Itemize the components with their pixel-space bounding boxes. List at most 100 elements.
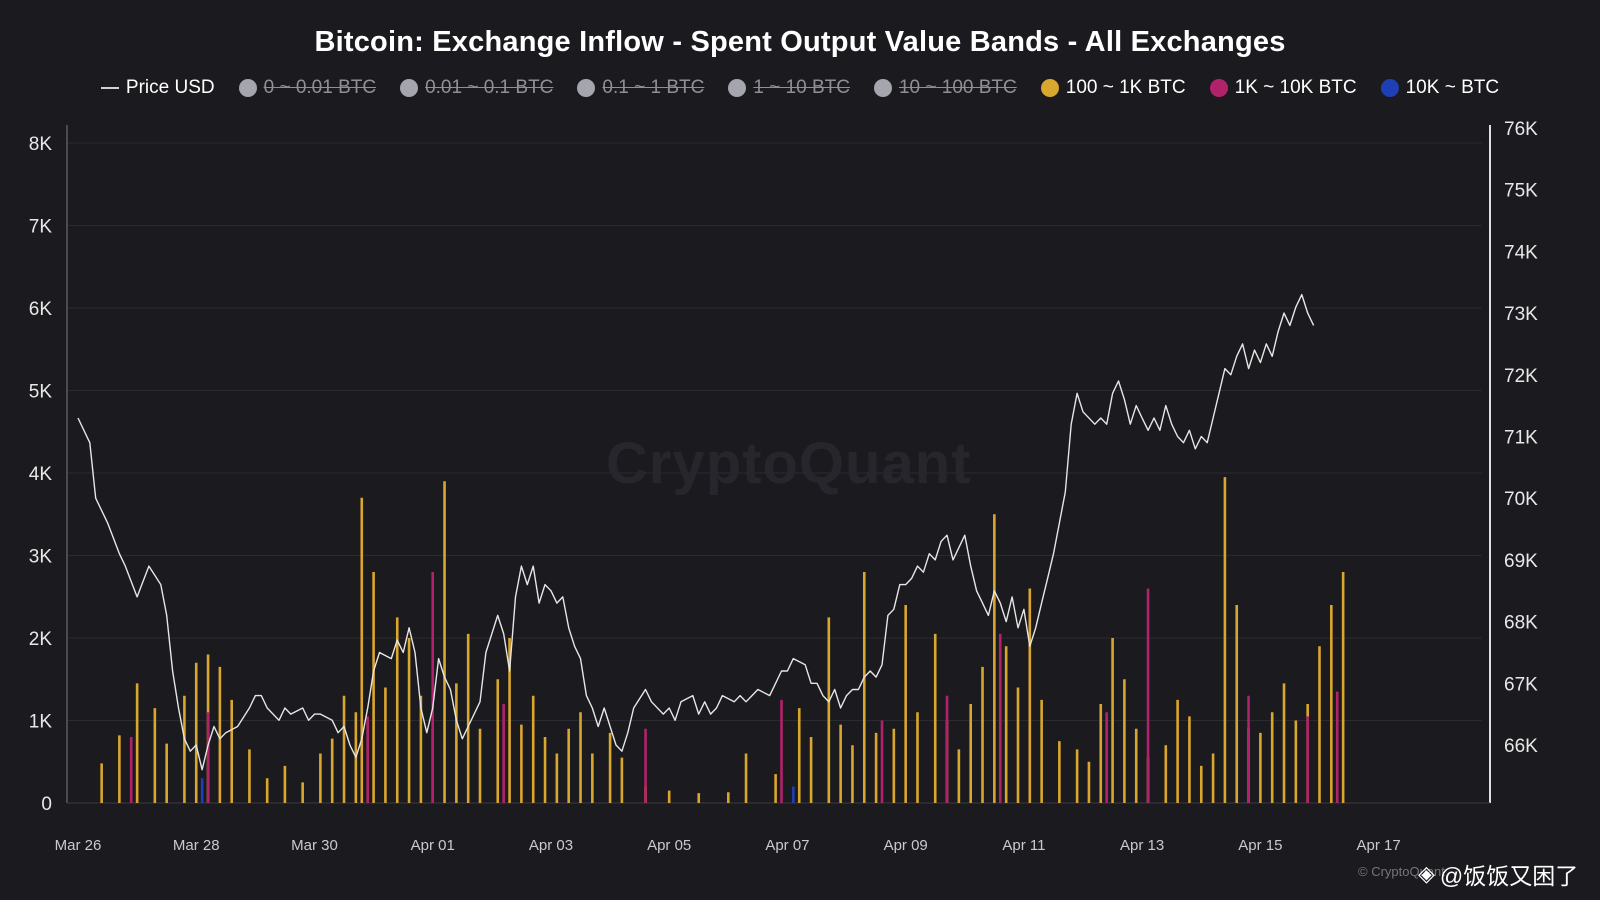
- bar-100-1k-btc: [1188, 716, 1191, 803]
- bar-100-1k-btc: [372, 572, 375, 803]
- bar-100-1k-btc: [608, 732, 612, 803]
- bar-100-1k-btc: [993, 514, 996, 803]
- y-left-tick-label: 3K: [29, 547, 53, 568]
- bar-100-1k-btc: [1211, 753, 1215, 803]
- bar-100-1k-btc: [283, 765, 287, 803]
- y-left-tick-label: 0: [41, 794, 52, 815]
- bar-100-1k-btc: [183, 695, 186, 803]
- bar-10k-btc: [200, 778, 204, 803]
- bar-100-1k-btc: [874, 732, 878, 803]
- bar-100-1k-btc: [100, 763, 103, 803]
- legend-dot-icon: [577, 79, 596, 97]
- bar-100-1k-btc: [1259, 732, 1262, 803]
- y-left-tick-label: 5K: [29, 382, 53, 403]
- bar-1k-10k-btc: [644, 728, 647, 803]
- y-right-tick-label: 66K: [1504, 736, 1538, 757]
- x-tick-label: Mar 30: [291, 837, 338, 854]
- legend-item-1[interactable]: 0 ~ 0.01 BTC: [238, 77, 376, 99]
- legend-dot-icon: [1040, 79, 1059, 97]
- bar-100-1k-btc: [697, 793, 701, 803]
- legend-label: 0.01 ~ 0.1 BTC: [425, 77, 554, 98]
- bar-100-1k-btc: [1028, 588, 1032, 803]
- bar-100-1k-btc: [933, 633, 937, 803]
- legend-label: 0.1 ~ 1 BTC: [602, 77, 705, 98]
- legend-dot-icon: [238, 79, 257, 97]
- bar-100-1k-btc: [419, 695, 423, 803]
- bar-100-1k-btc: [1016, 687, 1020, 803]
- chart-legend: Price USD 0 ~ 0.01 BTC 0.01 ~ 0.1 BTC 0.1 ~…: [0, 77, 1600, 99]
- bar-100-1k-btc: [1058, 741, 1061, 803]
- chart-title: Bitcoin: Exchange Inflow - Spent Output …: [314, 26, 1286, 58]
- bar-1k-10k-btc: [1146, 588, 1150, 803]
- bar-100-1k-btc: [916, 712, 919, 803]
- bar-100-1k-btc: [230, 699, 234, 803]
- x-tick-label: Apr 13: [1120, 837, 1164, 854]
- bar-100-1k-btc: [957, 749, 961, 803]
- y-right-tick-label: 76K: [1504, 119, 1538, 140]
- bar-100-1k-btc: [384, 687, 387, 803]
- bar-100-1k-btc: [342, 695, 346, 803]
- bar-100-1k-btc: [455, 683, 458, 803]
- legend-item-4[interactable]: 1 ~ 10 BTC: [728, 77, 850, 99]
- bar-100-1k-btc: [360, 497, 364, 803]
- legend-item-0[interactable]: Price USD: [100, 77, 215, 99]
- bar-100-1k-btc: [1176, 699, 1179, 803]
- y-right-tick-label: 67K: [1504, 674, 1538, 695]
- bar-100-1k-btc: [194, 662, 198, 803]
- bar-1k-10k-btc: [1105, 712, 1108, 803]
- legend-item-3[interactable]: 0.1 ~ 1 BTC: [577, 77, 704, 99]
- bar-100-1k-btc: [443, 481, 446, 803]
- y-right-tick-label: 74K: [1504, 242, 1538, 263]
- legend-item-8[interactable]: 10K ~ BTC: [1380, 77, 1500, 99]
- bar-1k-10k-btc: [206, 712, 210, 803]
- legend-label: 10K ~ BTC: [1405, 77, 1500, 98]
- bar-100-1k-btc: [1164, 745, 1168, 803]
- bar-10k-btc: [792, 786, 795, 803]
- bar-100-1k-btc: [153, 708, 157, 803]
- bar-100-1k-btc: [1294, 720, 1298, 803]
- bar-100-1k-btc: [851, 745, 854, 803]
- bar-100-1k-btc: [407, 638, 411, 803]
- bar-100-1k-btc: [667, 790, 671, 803]
- legend-item-7[interactable]: 1K ~ 10K BTC: [1209, 77, 1357, 99]
- y-right-tick-label: 69K: [1504, 551, 1538, 572]
- bar-100-1k-btc: [395, 617, 399, 803]
- bar-100-1k-btc: [1075, 749, 1079, 803]
- bar-100-1k-btc: [567, 728, 570, 803]
- bar-1k-10k-btc: [1247, 695, 1250, 803]
- legend-item-5[interactable]: 10 ~ 100 BTC: [873, 77, 1017, 99]
- legend-item-6[interactable]: 100 ~ 1K BTC: [1040, 77, 1186, 99]
- bar-100-1k-btc: [797, 708, 801, 803]
- bar-100-1k-btc: [1330, 605, 1333, 803]
- bar-100-1k-btc: [466, 633, 470, 803]
- bar-1k-10k-btc: [1306, 716, 1309, 803]
- bar-100-1k-btc: [827, 617, 831, 803]
- legend-label: Price USD: [125, 77, 215, 98]
- x-tick-label: Apr 15: [1238, 837, 1282, 854]
- x-tick-label: Mar 26: [55, 837, 102, 854]
- bar-100-1k-btc: [591, 753, 594, 803]
- y-right-tick-label: 70K: [1504, 489, 1538, 510]
- bar-100-1k-btc: [508, 638, 511, 803]
- bar-100-1k-btc: [1111, 638, 1114, 803]
- bar-100-1k-btc: [727, 792, 730, 803]
- y-left-tick-label: 4K: [29, 464, 53, 485]
- bar-1k-10k-btc: [502, 704, 505, 803]
- y-left-tick-label: 8K: [29, 134, 53, 155]
- x-tick-label: Mar 28: [173, 837, 220, 854]
- legend-item-2[interactable]: 0.01 ~ 0.1 BTC: [400, 77, 553, 99]
- legend-label: 10 ~ 100 BTC: [898, 77, 1017, 98]
- cryptoquant-watermark: CryptoQuant: [606, 431, 972, 496]
- x-tick-label: Apr 03: [529, 837, 573, 854]
- bar-100-1k-btc: [981, 666, 984, 803]
- bar-100-1k-btc: [862, 572, 866, 803]
- bar-100-1k-btc: [1040, 699, 1043, 803]
- bar-100-1k-btc: [809, 737, 813, 803]
- bar-1k-10k-btc: [366, 716, 369, 803]
- legend-dot-icon: [400, 79, 419, 97]
- legend-label: 1K ~ 10K BTC: [1234, 77, 1357, 98]
- bar-100-1k-btc: [1123, 679, 1126, 803]
- weibo-credit-text: @饭饭又困了: [1439, 863, 1579, 889]
- copyright-text: © CryptoQuant: [1358, 864, 1445, 879]
- bar-100-1k-btc: [1235, 605, 1239, 803]
